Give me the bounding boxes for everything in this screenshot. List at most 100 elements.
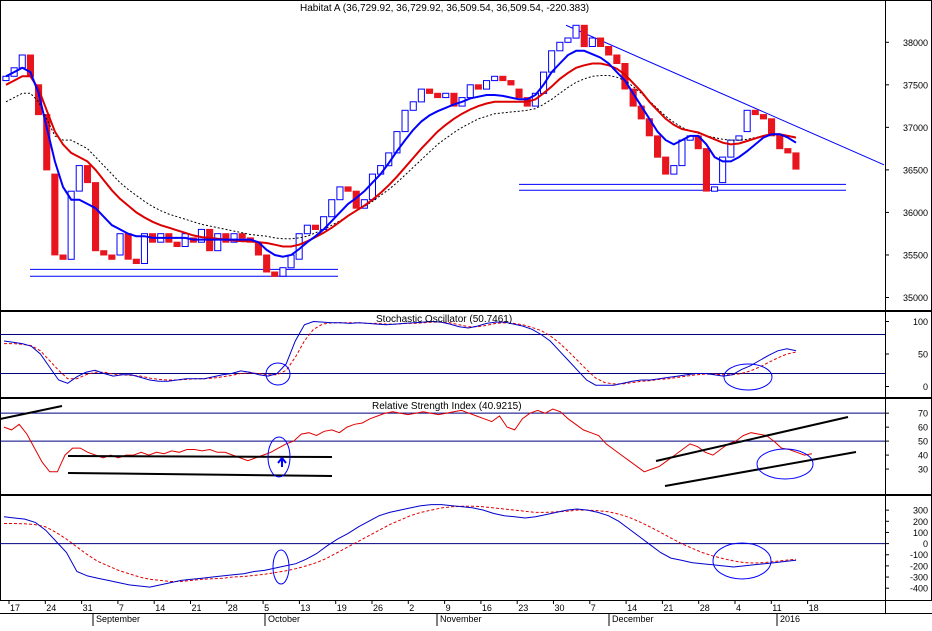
candle xyxy=(743,109,751,133)
y-tick-label: 100 xyxy=(913,528,928,538)
candle xyxy=(588,37,596,47)
y-tick-label: 200 xyxy=(913,517,928,527)
candle xyxy=(719,156,727,184)
month-label: 2016 xyxy=(780,614,800,624)
candle xyxy=(572,24,580,39)
candle xyxy=(59,254,67,260)
oscillator-signal-line xyxy=(4,505,797,582)
highlight-ellipse xyxy=(272,549,290,585)
candle xyxy=(92,182,100,252)
month-label: December xyxy=(612,614,654,624)
trend-line xyxy=(67,472,333,477)
candle xyxy=(181,233,189,247)
panel-frame xyxy=(0,495,932,601)
candle xyxy=(776,135,784,150)
y-tick-label: 40 xyxy=(918,451,928,461)
candle xyxy=(100,250,108,256)
x-tick-label: 14 xyxy=(155,603,165,613)
y-tick-label: 38000 xyxy=(903,38,928,48)
x-tick-label: 19 xyxy=(337,603,347,613)
candle xyxy=(450,92,458,107)
highlight-ellipse xyxy=(723,363,773,391)
candle xyxy=(556,41,564,52)
y-tick-label: 300 xyxy=(913,506,928,516)
candle xyxy=(711,186,719,192)
y-tick-label: 50 xyxy=(918,350,928,360)
candle xyxy=(499,75,507,82)
x-tick-label: 21 xyxy=(192,603,202,613)
candle xyxy=(328,199,336,218)
month-label: November xyxy=(440,614,482,624)
rsi-line xyxy=(3,408,813,473)
highlight-ellipse xyxy=(712,542,772,580)
candle xyxy=(417,88,425,103)
candle xyxy=(727,139,735,158)
panel-title: Stochastic Oscillator (50.7461) xyxy=(376,314,512,325)
trend-line xyxy=(655,416,849,462)
highlight-ellipse xyxy=(267,436,291,478)
x-tick-label: 30 xyxy=(555,603,565,613)
candle xyxy=(83,165,92,184)
x-tick-label: 28 xyxy=(700,603,710,613)
candle xyxy=(401,109,409,133)
month-label: September xyxy=(96,614,140,624)
x-tick-label: 31 xyxy=(83,603,93,613)
y-tick-label: -100 xyxy=(910,550,928,560)
x-tick-label: 2 xyxy=(409,603,414,613)
x-tick-label: 17 xyxy=(10,603,20,613)
ma-slow-line xyxy=(5,62,797,248)
panel-title: Relative Strength Index (40.9215) xyxy=(372,401,522,412)
ma-dotted-line xyxy=(5,75,797,240)
candle xyxy=(654,135,662,158)
candle xyxy=(735,135,743,141)
x-tick-label: 18 xyxy=(809,603,819,613)
candle xyxy=(279,267,287,277)
y-tick-label: 0 xyxy=(923,539,928,549)
candle xyxy=(287,254,295,269)
candle xyxy=(344,186,352,192)
y-tick-label: 70 xyxy=(918,409,928,419)
y-tick-label: 36500 xyxy=(903,165,928,175)
candle xyxy=(2,75,10,82)
y-tick-label: 30 xyxy=(918,465,928,475)
candle xyxy=(515,88,523,99)
candle xyxy=(784,148,792,154)
x-tick-label: 28 xyxy=(228,603,238,613)
candle xyxy=(124,233,132,260)
highlight-ellipse xyxy=(265,362,291,386)
candle xyxy=(759,114,768,120)
candle xyxy=(263,254,271,273)
x-tick-label: 14 xyxy=(627,603,637,613)
x-tick-label: 4 xyxy=(736,603,741,613)
candle xyxy=(336,186,344,201)
candle xyxy=(116,233,124,256)
y-tick-label: -300 xyxy=(910,573,928,583)
oscillator-main-line xyxy=(3,504,797,588)
x-tick-label: 21 xyxy=(663,603,673,613)
candle xyxy=(75,165,83,192)
candle xyxy=(409,101,417,111)
resistance-trend-line xyxy=(565,24,885,166)
y-tick-label: -400 xyxy=(910,584,928,594)
candle xyxy=(702,148,711,192)
candle xyxy=(238,233,246,239)
y-tick-label: 100 xyxy=(913,317,928,327)
panel-frame xyxy=(0,0,932,311)
candle xyxy=(768,118,776,137)
x-tick-label: 23 xyxy=(518,603,528,613)
candle xyxy=(108,254,116,260)
candle xyxy=(214,233,222,252)
candle xyxy=(483,80,491,90)
x-tick-label: 26 xyxy=(373,603,383,613)
trend-line xyxy=(664,451,857,487)
month-label: October xyxy=(268,614,300,624)
x-tick-label: 5 xyxy=(264,603,269,613)
candle xyxy=(597,37,605,47)
candle xyxy=(368,173,376,201)
y-tick-label: 50 xyxy=(918,437,928,447)
candle xyxy=(230,233,238,243)
x-tick-label: 7 xyxy=(591,603,596,613)
candle xyxy=(442,92,450,99)
candle xyxy=(67,190,75,260)
